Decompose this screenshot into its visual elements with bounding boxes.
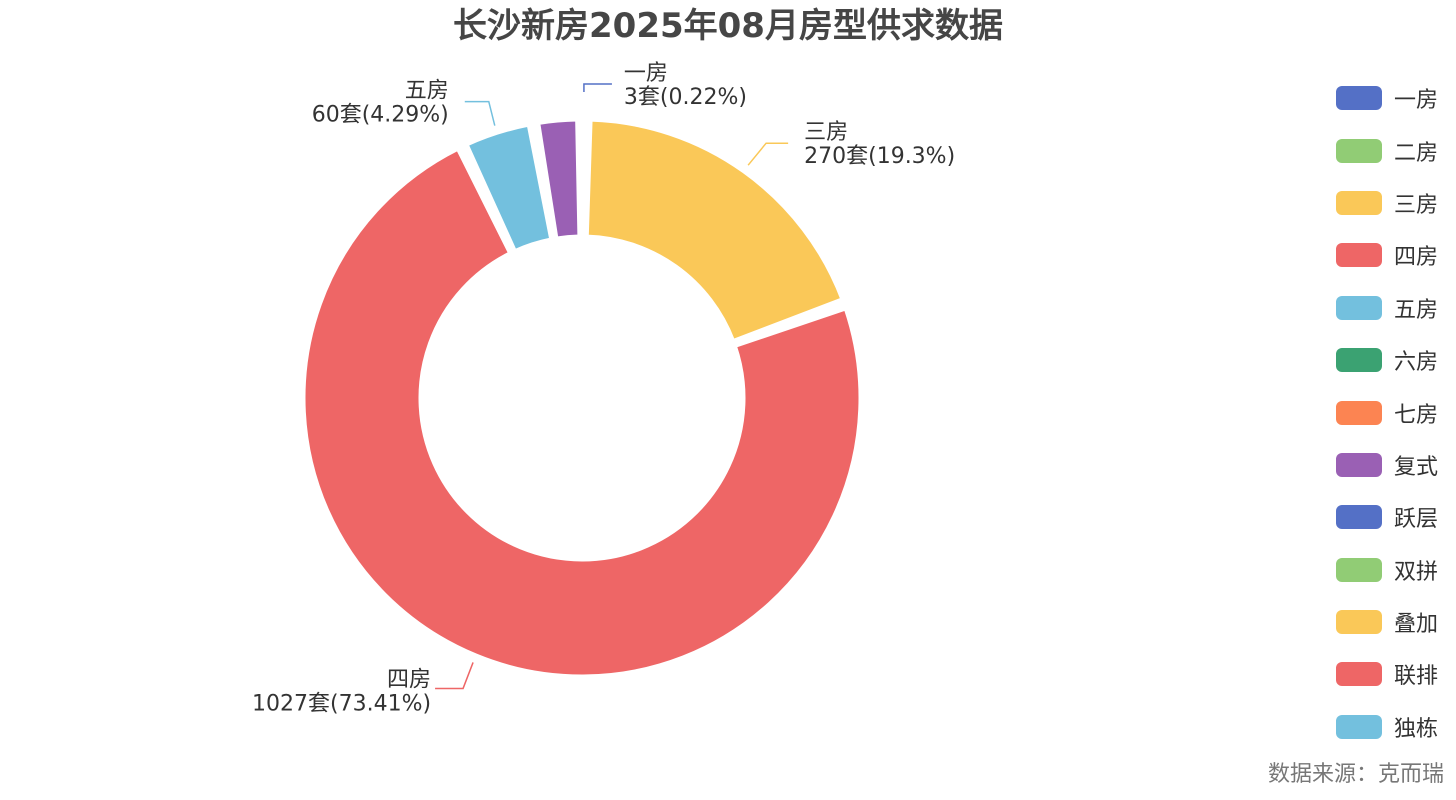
slice-label-name-三房: 三房: [804, 120, 848, 145]
legend-item-四房[interactable]: 四房: [1336, 229, 1446, 281]
legend-label: 双拼: [1394, 559, 1439, 585]
legend-label: 二房: [1394, 140, 1439, 166]
legend-label: 四房: [1394, 245, 1439, 271]
slice-label-value-三房: 270套(19.3%): [804, 144, 955, 169]
legend-swatch: [1336, 557, 1382, 582]
slice-label-value-一房: 3套(0.22%): [624, 85, 747, 110]
legend-swatch: [1336, 662, 1382, 687]
legend-label: 七房: [1394, 402, 1439, 428]
slice-label-name-一房: 一房: [624, 61, 668, 86]
source-note: 数据来源：克而瑞: [1267, 762, 1444, 787]
legend-item-叠加[interactable]: 叠加: [1336, 596, 1446, 648]
legend-swatch: [1336, 86, 1382, 111]
slice-label-value-五房: 60套(4.29%): [312, 103, 449, 128]
legend-item-联排[interactable]: 联排: [1336, 648, 1446, 700]
legend-label: 跃层: [1394, 507, 1439, 533]
pie-slice-五房[interactable]: [465, 123, 553, 252]
legend-item-双拼[interactable]: 双拼: [1336, 544, 1446, 596]
pie-slice-四房[interactable]: [302, 147, 862, 678]
legend-swatch: [1336, 505, 1382, 530]
legend-item-跃层[interactable]: 跃层: [1336, 491, 1446, 543]
legend-swatch: [1336, 452, 1382, 477]
legend-item-三房[interactable]: 三房: [1336, 177, 1446, 229]
legend-label: 复式: [1394, 454, 1439, 480]
legend-item-五房[interactable]: 五房: [1336, 282, 1446, 334]
legend-label: 叠加: [1394, 612, 1439, 638]
legend-swatch: [1336, 243, 1382, 268]
legend-item-复式[interactable]: 复式: [1336, 439, 1446, 491]
legend-swatch: [1336, 190, 1382, 215]
chart-legend: 一房二房三房四房五房六房七房复式跃层双拼叠加联排独栋: [1336, 72, 1446, 753]
label-leader-五房: [464, 100, 496, 126]
legend-swatch: [1336, 714, 1382, 739]
legend-swatch: [1336, 400, 1382, 425]
slice-label-name-四房: 四房: [387, 667, 431, 692]
legend-swatch: [1336, 610, 1382, 635]
slice-label-name-五房: 五房: [405, 79, 449, 104]
slice-label-value-四房: 1027套(73.41%): [252, 691, 431, 716]
legend-swatch: [1336, 348, 1382, 373]
legend-swatch: [1336, 295, 1382, 320]
pie-slice-三房[interactable]: [585, 118, 844, 342]
label-leader-四房: [435, 662, 474, 690]
legend-label: 独栋: [1394, 716, 1439, 742]
chart-title: 长沙新房2025年08月房型供求数据: [453, 6, 1003, 46]
legend-item-七房[interactable]: 七房: [1336, 386, 1446, 438]
legend-item-二房[interactable]: 二房: [1336, 124, 1446, 176]
legend-item-六房[interactable]: 六房: [1336, 334, 1446, 386]
legend-item-独栋[interactable]: 独栋: [1336, 701, 1446, 753]
legend-label: 联排: [1394, 664, 1439, 690]
pie-slice-复式[interactable]: [537, 118, 581, 240]
label-leader-一房: [583, 83, 612, 93]
label-leader-三房: [747, 142, 789, 166]
legend-item-一房[interactable]: 一房: [1336, 72, 1446, 124]
legend-swatch: [1336, 138, 1382, 163]
legend-label: 一房: [1394, 88, 1439, 114]
legend-label: 六房: [1394, 350, 1439, 376]
legend-label: 五房: [1394, 297, 1439, 323]
legend-label: 三房: [1394, 192, 1439, 218]
